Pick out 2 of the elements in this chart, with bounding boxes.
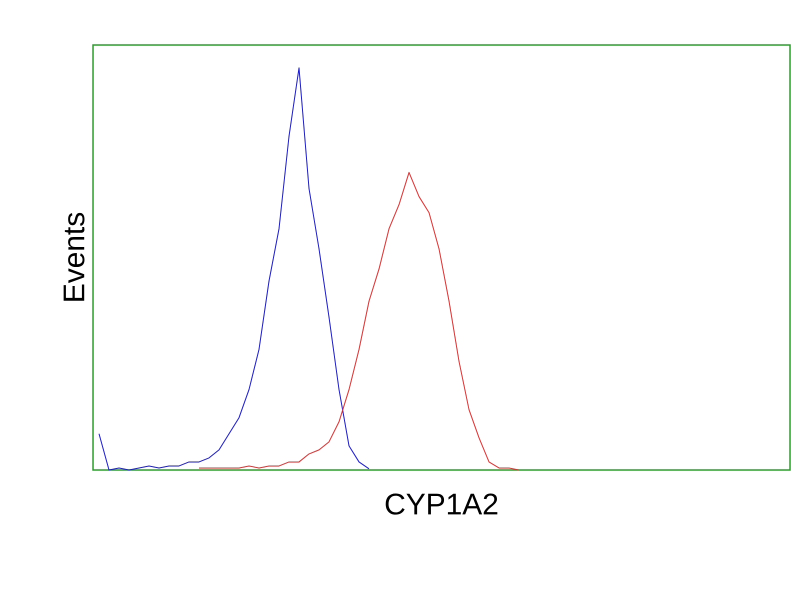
y-axis-title: Events bbox=[64, 212, 84, 301]
x-axis-title: CYP1A2 bbox=[386, 494, 498, 515]
